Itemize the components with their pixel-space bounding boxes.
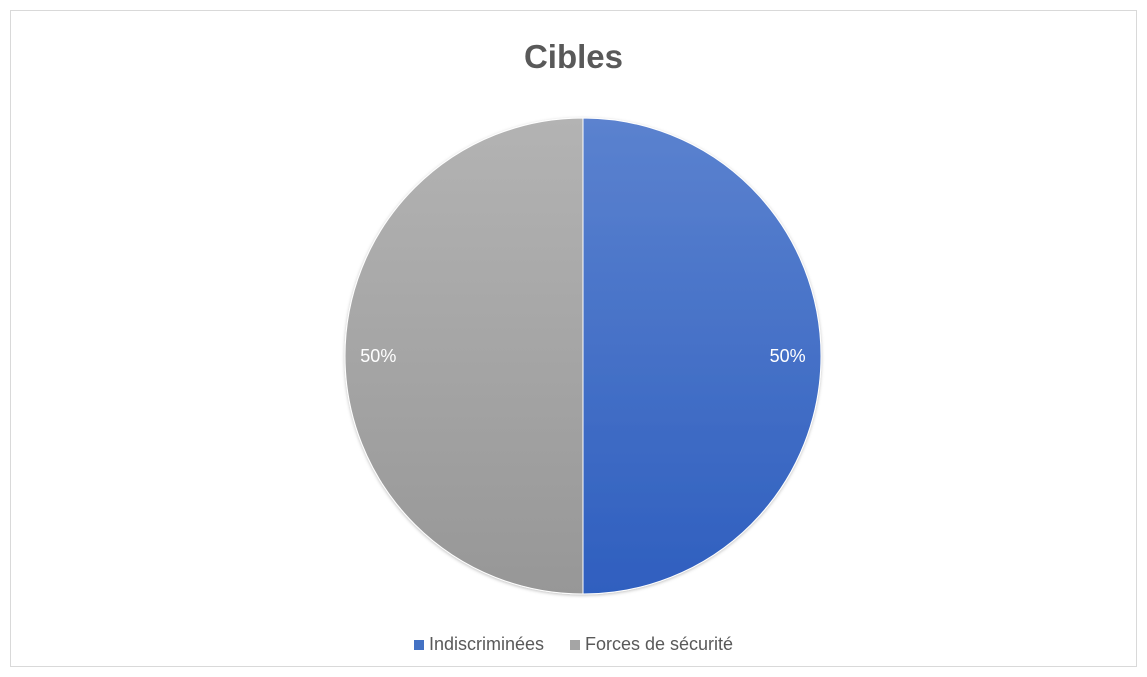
legend-item-indiscriminees: Indiscriminées (413, 634, 544, 655)
legend-swatch-indiscriminees (413, 639, 424, 650)
data-label-indiscriminees: 50% (770, 346, 806, 366)
data-label-forces-de-securite: 50% (360, 346, 396, 366)
legend-swatch-forces-de-securite (569, 639, 580, 650)
pie-slice-indiscriminees (582, 117, 822, 595)
chart-title: Cibles (523, 38, 624, 75)
legend-label-indiscriminees: Indiscriminées (428, 634, 544, 654)
legend-item-forces-de-securite: Forces de sécurité (569, 634, 734, 655)
pie-slice-forces-de-securite (344, 117, 584, 595)
legend-label-forces-de-securite: Forces de sécurité (584, 634, 734, 654)
legend: Indiscriminées Forces de sécurité (0, 634, 1147, 655)
